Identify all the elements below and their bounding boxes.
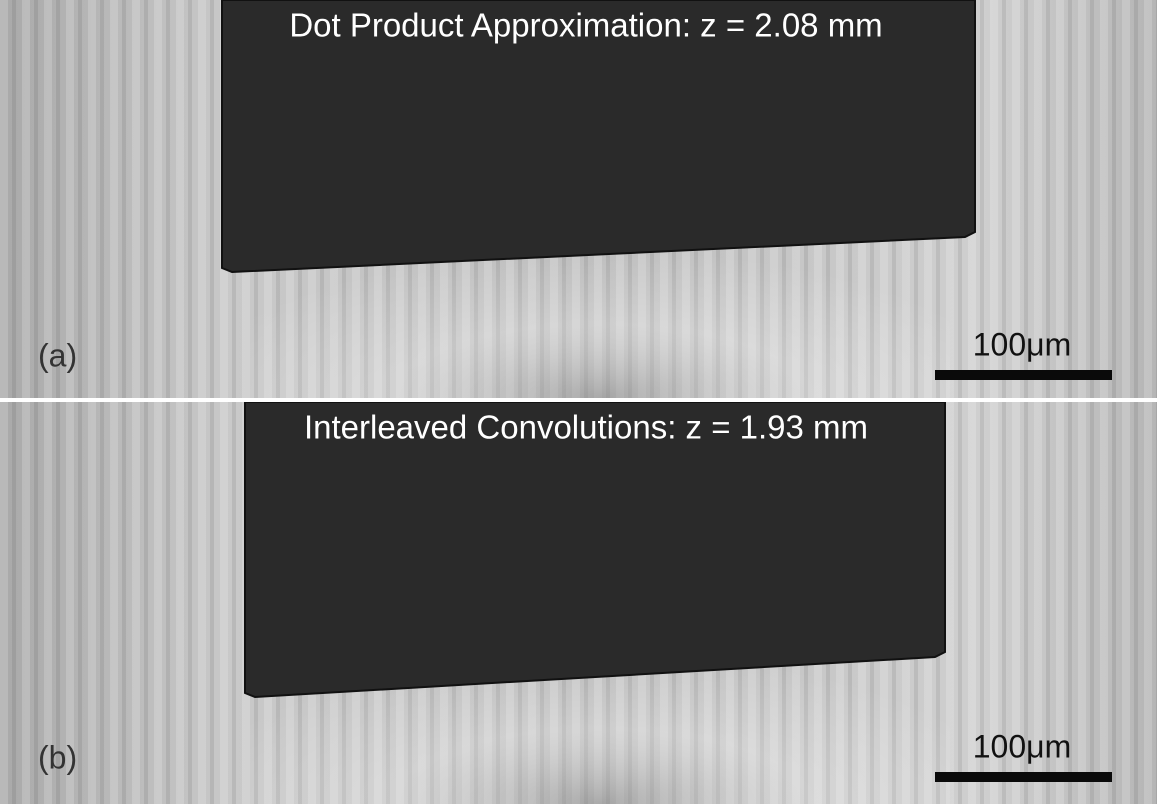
scale-bar-label: 100μm [973,728,1071,764]
panel-label: (a) [38,337,77,373]
panel: Interleaved Convolutions: z = 1.93 mm (b)… [0,402,1157,804]
panel: Dot Product Approximation: z = 2.08 mm (a… [0,0,1157,398]
figure: Dot Product Approximation: z = 2.08 mm (a… [0,0,1157,804]
scale-bar-label: 100μm [973,326,1071,362]
dark-region [245,402,945,697]
panel-label: (b) [38,739,77,775]
scale-bar [935,370,1112,380]
panel-title: Interleaved Convolutions: z = 1.93 mm [304,409,868,446]
panel-title: Dot Product Approximation: z = 2.08 mm [289,7,882,44]
panel-divider [0,398,1157,402]
scale-bar [935,772,1112,782]
